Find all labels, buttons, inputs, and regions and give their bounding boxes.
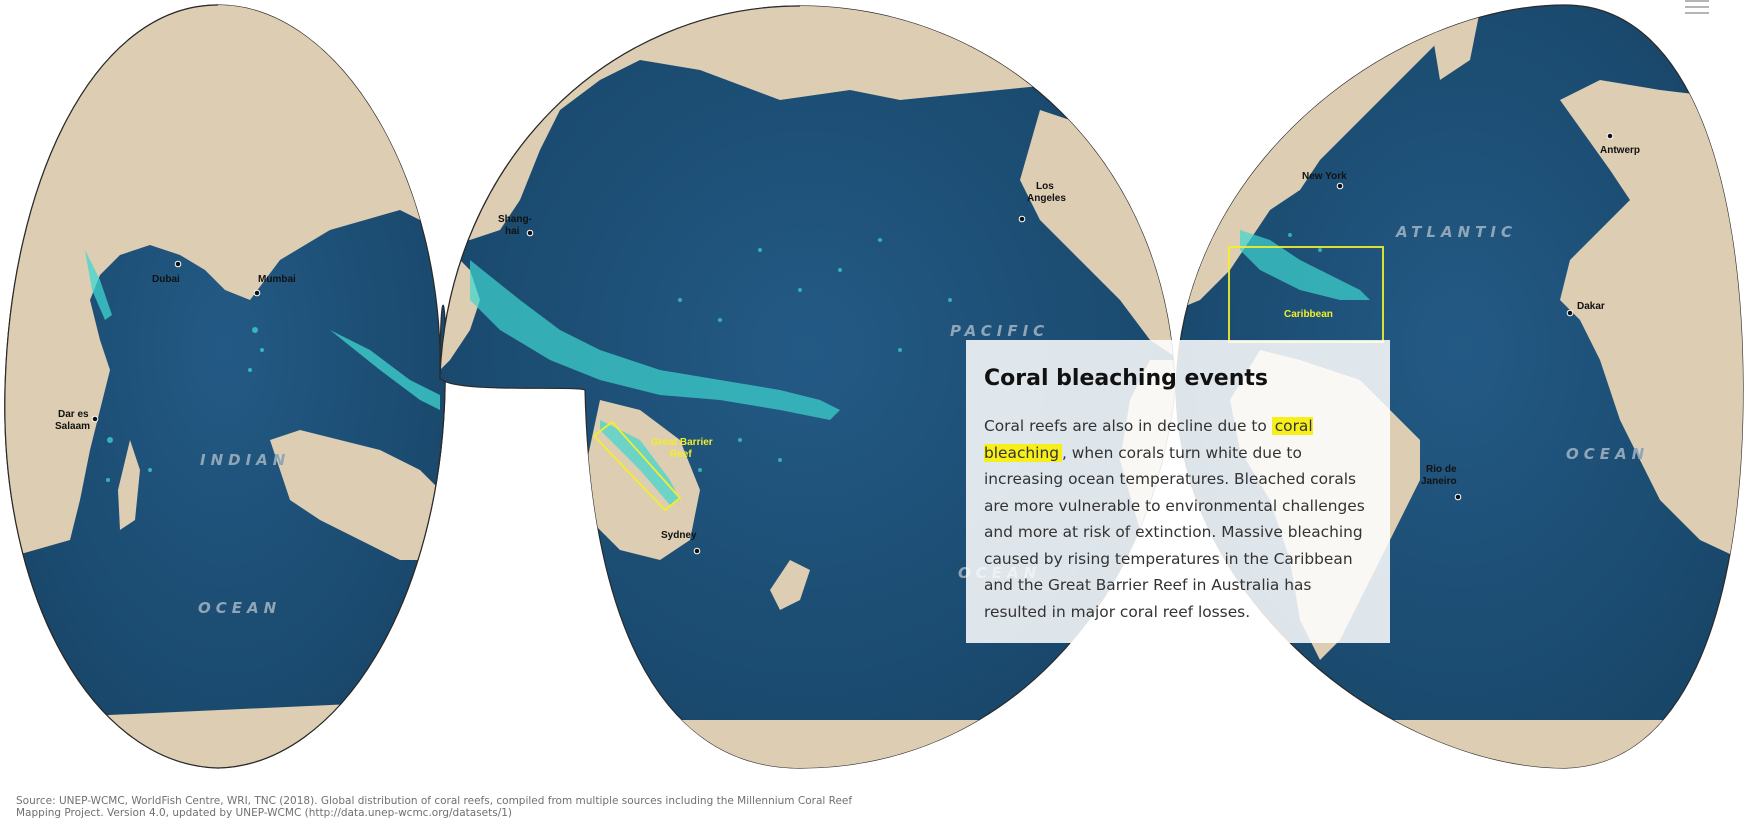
- city-marker: [1336, 182, 1344, 190]
- city-label-los-angeles-1: Los: [1036, 181, 1054, 192]
- source-note: Source: UNEP-WCMC, WorldFish Centre, WRI…: [16, 795, 896, 819]
- ocean-label-pacific: PACIFIC: [950, 322, 1049, 340]
- city-marker: [693, 547, 701, 555]
- panel-body-text: Coral reefs are also in decline due to: [984, 417, 1272, 435]
- city-marker: [1018, 215, 1026, 223]
- panel-body: Coral reefs are also in decline due to c…: [984, 413, 1372, 625]
- great-barrier-reef-outline: [592, 420, 682, 512]
- ocean-label-indian-ocean: OCEAN: [198, 599, 281, 617]
- source-line-2: Mapping Project. Version 4.0, updated by…: [16, 807, 513, 819]
- city-label-los-angeles-2: Angeles: [1027, 193, 1066, 204]
- region-label-great-barrier-reef-2: Reef: [670, 449, 692, 460]
- ocean-label-atlantic-ocean: OCEAN: [1566, 445, 1649, 463]
- region-great-barrier-reef: Great Barrier Reef: [592, 420, 713, 512]
- city-dubai: Dubai: [152, 260, 182, 285]
- menu-bar: [1685, 12, 1709, 14]
- city-marker: [1606, 132, 1614, 140]
- city-label-rio-1: Rio de: [1426, 464, 1457, 475]
- city-label-rio-2: Janeiro: [1421, 476, 1457, 487]
- city-marker: [1454, 493, 1462, 501]
- city-sydney: Sydney: [661, 530, 701, 555]
- city-label-dar-es-salaam-1: Dar es: [58, 409, 89, 420]
- city-marker: [526, 229, 534, 237]
- hamburger-menu-icon[interactable]: [1685, 0, 1709, 18]
- info-panel: Coral bleaching events Coral reefs are a…: [966, 340, 1390, 643]
- source-line-1: Source: UNEP-WCMC, WorldFish Centre, WRI…: [16, 795, 853, 807]
- city-new-york: New York: [1302, 171, 1347, 190]
- city-shanghai: Shang- hai: [498, 214, 534, 237]
- city-label-dubai: Dubai: [152, 274, 180, 285]
- menu-bar: [1685, 0, 1709, 2]
- panel-title: Coral bleaching events: [984, 366, 1268, 391]
- city-dar-es-salaam: Dar es Salaam: [55, 409, 99, 432]
- menu-bar: [1685, 6, 1709, 8]
- ocean-label-atlantic: ATLANTIC: [1395, 223, 1517, 241]
- city-label-antwerp: Antwerp: [1600, 145, 1640, 156]
- city-dakar: Dakar: [1566, 301, 1605, 317]
- city-label-shanghai-1: Shang-: [498, 214, 532, 225]
- panel-body-text-cont: , when corals turn white due to increasi…: [984, 443, 1365, 621]
- city-label-dakar: Dakar: [1577, 301, 1605, 312]
- city-label-sydney: Sydney: [661, 530, 697, 541]
- city-antwerp: Antwerp: [1600, 132, 1640, 156]
- city-marker: [174, 260, 182, 268]
- region-label-great-barrier-reef-1: Great Barrier: [651, 437, 713, 448]
- region-label-caribbean: Caribbean: [1284, 309, 1333, 320]
- ocean-label-indian: INDIAN: [200, 451, 290, 469]
- city-mumbai: Mumbai: [253, 274, 296, 297]
- city-label-mumbai: Mumbai: [258, 274, 296, 285]
- city-los-angeles: Los Angeles: [1018, 181, 1066, 223]
- city-marker: [1566, 309, 1574, 317]
- city-rio-de-janeiro: Rio de Janeiro: [1421, 464, 1462, 501]
- city-marker: [253, 289, 261, 297]
- city-label-shanghai-2: hai: [505, 226, 520, 237]
- city-label-dar-es-salaam-2: Salaam: [55, 421, 90, 432]
- city-marker: [91, 415, 99, 423]
- city-label-new-york: New York: [1302, 171, 1347, 182]
